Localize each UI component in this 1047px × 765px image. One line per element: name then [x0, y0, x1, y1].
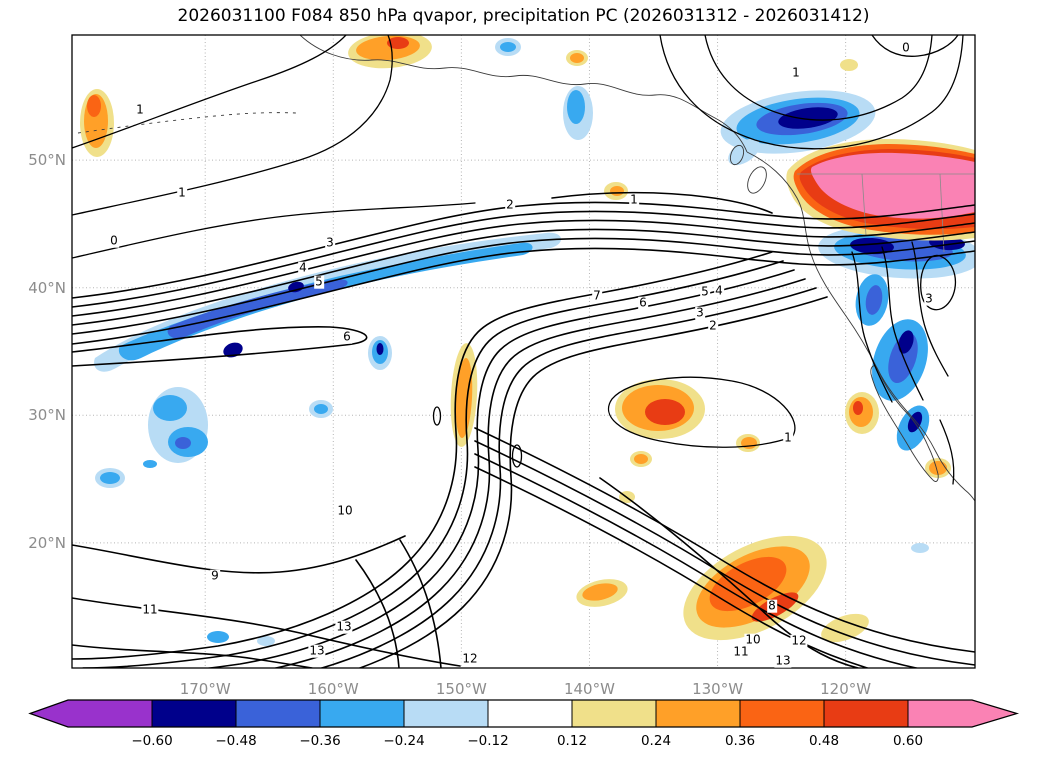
shaded-region [100, 472, 120, 484]
contour-line [72, 219, 975, 317]
contour-line [355, 559, 400, 668]
coastline [77, 112, 297, 134]
colorbar-segment [740, 700, 824, 727]
contour-line [911, 241, 949, 377]
colorbar-segment [908, 700, 1017, 727]
colorbar-segment [320, 700, 404, 727]
contour-line [704, 35, 933, 121]
shaded-region [853, 401, 863, 415]
contour-line [607, 376, 796, 448]
contour-line [72, 210, 975, 308]
contour-line [72, 35, 393, 216]
contour-line [72, 237, 975, 335]
contour-line [659, 35, 964, 150]
shaded-region [610, 186, 624, 196]
chart-title: 2026031100 F084 850 hPa qvapor, precipit… [177, 6, 870, 26]
contour-line [82, 260, 784, 668]
contour-line [72, 228, 975, 326]
shaded-region [634, 454, 648, 464]
shaded-region [455, 358, 473, 438]
shaded-region [567, 90, 585, 124]
contour-line [474, 440, 975, 666]
colorbar [28, 699, 1020, 728]
shaded-region [898, 330, 914, 354]
precipitation-shading [80, 35, 975, 646]
contour-line [72, 35, 347, 149]
colorbar-segment [488, 700, 572, 727]
shaded-region [709, 556, 787, 612]
colorbar-segment [236, 700, 320, 727]
contour-line [920, 254, 957, 311]
colorbar-segment [656, 700, 740, 727]
contour-line [72, 202, 476, 259]
colorbar-segment [30, 700, 152, 727]
contour-line [474, 453, 920, 668]
shaded-region [153, 395, 187, 421]
coastline [939, 173, 945, 253]
qvapor-contours [72, 35, 975, 668]
shaded-region [257, 636, 275, 646]
shaded-region [741, 437, 757, 449]
contour-line [432, 406, 442, 426]
shaded-region [582, 583, 618, 601]
contour-line [399, 539, 442, 668]
coastline [861, 173, 867, 236]
contour-line [72, 597, 461, 667]
contour-line [72, 326, 368, 367]
shaded-region [223, 342, 243, 358]
coastlines [77, 35, 975, 502]
colorbar-segment [824, 700, 908, 727]
shaded-region [821, 613, 869, 643]
shaded-region [387, 37, 409, 49]
contour-line [939, 419, 955, 485]
colorbar-segment [28, 699, 1020, 728]
contour-line [871, 35, 959, 57]
shaded-region [865, 285, 883, 315]
contour-line [203, 269, 795, 668]
shaded-region [87, 95, 101, 117]
contour-line [851, 251, 893, 403]
shaded-region [207, 631, 229, 643]
shaded-region [143, 460, 157, 468]
coastline [870, 365, 939, 482]
shaded-region [570, 53, 584, 63]
shaded-region [314, 404, 328, 414]
contour-line [72, 644, 313, 668]
colorbar-segment [404, 700, 488, 727]
shaded-region [911, 543, 929, 553]
contour-line [881, 246, 924, 401]
shaded-region [376, 343, 384, 355]
contour-line [511, 444, 523, 468]
shaded-region [778, 107, 838, 129]
contour-line [318, 287, 817, 668]
coastline [729, 144, 745, 166]
shaded-region [118, 242, 533, 361]
shaded-region [810, 152, 975, 219]
shaded-region [645, 399, 685, 425]
contour-line [474, 466, 870, 668]
contour-line [72, 201, 975, 299]
shaded-region [500, 42, 516, 52]
plot-frame [71, 34, 976, 669]
contour-line [474, 427, 975, 653]
contour-line [551, 191, 773, 214]
shaded-region [929, 461, 947, 475]
contour-line [72, 535, 406, 574]
coastline [299, 35, 748, 153]
shaded-region [840, 59, 858, 71]
contour-line [72, 247, 975, 345]
shaded-region [175, 437, 191, 449]
coastline [747, 166, 767, 194]
contour-line [272, 278, 806, 668]
contour-line [357, 296, 828, 668]
colorbar-segment [572, 700, 656, 727]
colorbar-segment [152, 700, 236, 727]
